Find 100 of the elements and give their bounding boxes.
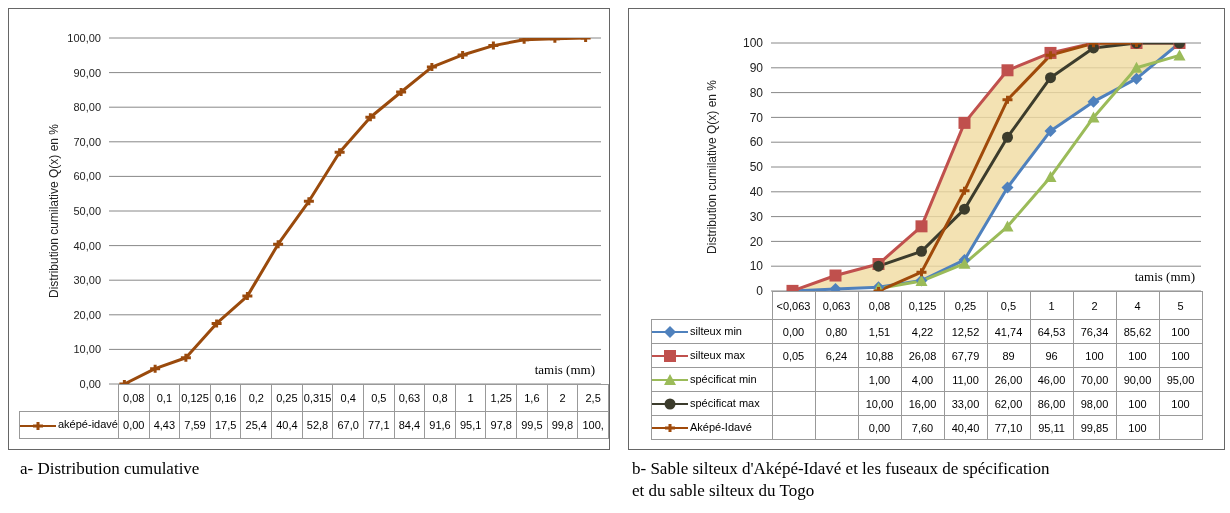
- data-label: 1,51: [858, 319, 901, 344]
- x-tick-label: 0,125: [901, 291, 944, 320]
- text: b- Sable silteux d'Aképé-Idavé et les fuseaux de spécification et du sable silteux du Togo: [632, 458, 1051, 502]
- x-tick-label: 0,5: [987, 291, 1030, 320]
- data-label: 7,59: [179, 411, 211, 439]
- x-tick-label: 0,125: [179, 384, 211, 412]
- y-tick-label: 90,00: [73, 66, 101, 79]
- x-tick-label: 0,08: [118, 384, 150, 412]
- data-label: 95,11: [1030, 415, 1073, 440]
- data-label: 62,00: [987, 391, 1030, 416]
- data-label: 4,00: [901, 367, 944, 392]
- data-label: 99,85: [1073, 415, 1116, 440]
- y-tick-label: 0,00: [79, 377, 101, 390]
- x-tick-label: 0,16: [210, 384, 241, 412]
- legend-label: silteux max: [651, 343, 772, 368]
- data-label: 52,8: [302, 411, 333, 439]
- x-tick-label: 0,063: [815, 291, 858, 320]
- x-tick-label: 1: [1030, 291, 1073, 320]
- data-label: 16,00: [901, 391, 944, 416]
- data-label: 90,00: [1116, 367, 1159, 392]
- y-tick-label: 60: [749, 135, 764, 150]
- y-tick-label: 50,00: [73, 204, 101, 217]
- y-axis-title: Distribution cumilative Q(x) en %: [47, 123, 62, 299]
- data-label: 10,88: [858, 343, 901, 368]
- data-label: 77,1: [363, 411, 395, 439]
- data-label: 100: [1159, 343, 1202, 368]
- data-label: 0,00: [118, 411, 150, 439]
- data-label: 98,00: [1073, 391, 1116, 416]
- y-tick-label: 0: [756, 284, 764, 299]
- x-tick-label: <0,063: [772, 291, 815, 320]
- data-label: 100,: [577, 411, 609, 439]
- x-tick-label: 0,08: [858, 291, 901, 320]
- data-label: 25,4: [240, 411, 272, 439]
- y-tick-label: 90: [749, 61, 764, 76]
- data-label: 89: [987, 343, 1030, 368]
- x-tick-label: 0,25: [944, 291, 987, 320]
- data-label: 26,00: [987, 367, 1030, 392]
- legend-label: silteux min: [651, 319, 772, 344]
- y-tick-label: 20,00: [73, 308, 101, 321]
- y-tick-label: 70: [749, 110, 764, 125]
- data-label: 67,79: [944, 343, 987, 368]
- data-label: 70,00: [1073, 367, 1116, 392]
- data-label: 96: [1030, 343, 1073, 368]
- x-tick-label: 0,8: [424, 384, 456, 412]
- x-tick-label: 0,25: [271, 384, 303, 412]
- data-label: 64,53: [1030, 319, 1073, 344]
- data-label: 100: [1159, 319, 1202, 344]
- x-tick-label: 0,5: [363, 384, 395, 412]
- y-tick-label: 60,00: [73, 170, 101, 183]
- data-label: 84,4: [394, 411, 425, 439]
- data-label: 95,1: [455, 411, 486, 439]
- data-label: 1,00: [858, 367, 901, 392]
- y-tick-label: 20: [749, 234, 764, 249]
- data-label: 40,40: [944, 415, 987, 440]
- x-tick-label: 0,2: [240, 384, 272, 412]
- x-tick-label: 0,1: [149, 384, 180, 412]
- data-label: 40,4: [271, 411, 303, 439]
- legend-label: Aképé-Idavé: [651, 415, 772, 440]
- data-label: 85,62: [1116, 319, 1159, 344]
- y-tick-label: 40: [749, 185, 764, 200]
- data-label: 77,10: [987, 415, 1030, 440]
- x-tick-label: 5: [1159, 291, 1202, 320]
- data-label: 100: [1116, 415, 1159, 440]
- x-tick-label: 1,6: [516, 384, 548, 412]
- y-tick-label: 100,00: [67, 31, 101, 44]
- data-label: 46,00: [1030, 367, 1073, 392]
- y-tick-label: 30,00: [73, 274, 101, 287]
- x-axis-title: tamis (mm): [1134, 269, 1195, 285]
- data-label: 12,52: [944, 319, 987, 344]
- x-axis-title: tamis (mm): [534, 362, 595, 378]
- y-axis-title: Distribution cumilative Q(x) en %: [705, 79, 720, 255]
- data-label: 0,05: [772, 343, 815, 368]
- x-tick-label: 1: [455, 384, 486, 412]
- data-label: 7,60: [901, 415, 944, 440]
- data-label: 100: [1116, 391, 1159, 416]
- data-label: 11,00: [944, 367, 987, 392]
- y-tick-label: 40,00: [73, 239, 101, 252]
- x-tick-label: 2,5: [577, 384, 609, 412]
- data-label: 100: [1073, 343, 1116, 368]
- y-tick-label: 70,00: [73, 135, 101, 148]
- data-label: 95,00: [1159, 367, 1202, 392]
- x-tick-label: 4: [1116, 291, 1159, 320]
- data-label: 100: [1116, 343, 1159, 368]
- data-label: 0,80: [815, 319, 858, 344]
- y-tick-label: 80: [749, 85, 764, 100]
- y-tick-label: 10: [749, 259, 764, 274]
- data-label: 86,00: [1030, 391, 1073, 416]
- data-label: 4,22: [901, 319, 944, 344]
- data-label: 67,0: [332, 411, 364, 439]
- data-label: 26,08: [901, 343, 944, 368]
- data-label: 99,5: [516, 411, 548, 439]
- data-label: 100: [1159, 391, 1202, 416]
- data-label: 4,43: [149, 411, 180, 439]
- legend-label: spécificat min: [651, 367, 772, 392]
- x-tick-label: 0,315: [302, 384, 333, 412]
- x-tick-label: 0,4: [332, 384, 364, 412]
- legend-label: aképé-idavé: [19, 411, 119, 439]
- y-tick-label: 50: [749, 160, 764, 175]
- data-label: 99,8: [547, 411, 578, 439]
- data-label: 6,24: [815, 343, 858, 368]
